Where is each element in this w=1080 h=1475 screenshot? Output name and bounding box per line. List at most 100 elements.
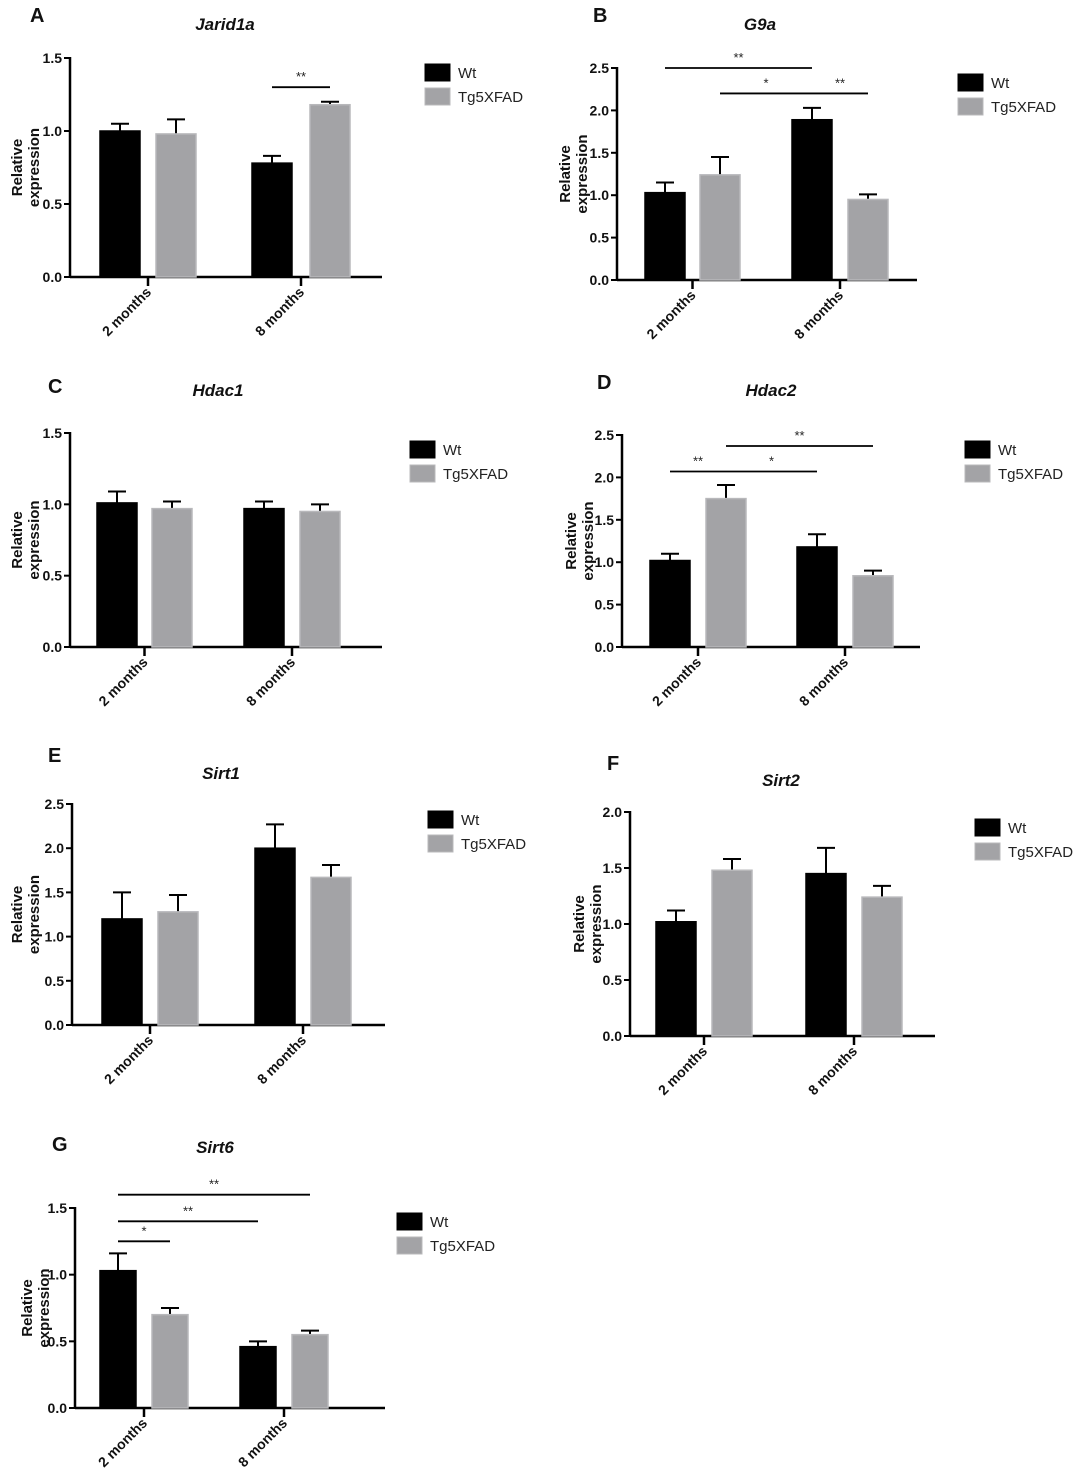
y-tick-label: 2.5	[590, 60, 610, 76]
y-tick-label: 2.5	[45, 796, 65, 812]
bar-tg5xfad-8-months	[861, 896, 903, 1037]
significance-label: **	[209, 1177, 219, 1192]
bar-wt-8-months	[805, 872, 847, 1037]
bar-wt-8-months	[254, 847, 296, 1026]
bar-tg5xfad-8-months	[847, 198, 889, 281]
x-tick-label: 2 months	[95, 654, 150, 709]
y-tick-label: 0.5	[45, 973, 65, 989]
panel-letter: G	[52, 1134, 68, 1156]
significance-label: **	[296, 69, 306, 84]
bar-wt-8-months	[243, 507, 285, 648]
legend-swatch-wt	[964, 440, 991, 459]
bar-wt-2-months	[96, 502, 138, 648]
y-tick-label: 1.5	[48, 1200, 68, 1216]
y-tick-label: 0.0	[590, 272, 610, 288]
bar-tg5xfad-8-months	[299, 510, 341, 648]
y-tick-label: 2.0	[603, 804, 623, 820]
bar-tg5xfad-2-months	[151, 507, 193, 648]
y-tick-label: 2.0	[590, 102, 610, 118]
bar-tg5xfad-8-months	[310, 876, 352, 1026]
panel-letter: B	[593, 5, 607, 27]
legend-label-wt: Wt	[998, 442, 1017, 459]
y-axis-label-line: Relative	[19, 1279, 36, 1337]
legend-swatch-wt	[957, 73, 984, 92]
x-tick-label: 8 months	[796, 654, 851, 709]
y-tick-label: 1.0	[43, 496, 63, 512]
panel-c: C Hdac1 Relativeexpression 0.0 0.5 1.0 1.5 2 mo…	[9, 376, 508, 709]
legend-swatch-tg5xfad	[424, 87, 451, 106]
y-axis-label: Relativeexpression	[9, 875, 43, 954]
y-axis-label: Relativeexpression	[9, 128, 43, 207]
bar-wt-2-months	[649, 559, 691, 648]
legend-label-tg5xfad: Tg5XFAD	[991, 99, 1056, 116]
y-axis-label-line: expression	[26, 128, 43, 207]
significance-label: *	[141, 1223, 146, 1238]
panel-f: F Sirt2 Relativeexpression 0.0 0.5 1.0 1.5 2.0 2…	[571, 753, 1073, 1098]
legend-swatch-tg5xfad	[957, 97, 984, 116]
y-tick-label: 1.5	[45, 884, 65, 900]
y-tick-label: 1.0	[603, 916, 623, 932]
y-tick-label: 0.0	[603, 1028, 623, 1044]
y-tick-label: 0.5	[43, 196, 63, 212]
legend-swatch-tg5xfad	[974, 842, 1001, 861]
y-tick-label: 0.0	[43, 269, 63, 285]
bar-tg5xfad-8-months	[291, 1333, 329, 1409]
y-tick-label: 0.5	[603, 972, 623, 988]
y-tick-label: 2.0	[45, 840, 65, 856]
bar-tg5xfad-2-months	[711, 869, 753, 1037]
significance-label: **	[794, 428, 804, 443]
bar-wt-2-months	[644, 191, 686, 281]
legend-label-tg5xfad: Tg5XFAD	[1008, 844, 1073, 861]
y-tick-label: 1.0	[45, 929, 65, 945]
y-tick-label: 0.0	[45, 1017, 65, 1033]
y-tick-label: 0.5	[590, 230, 610, 246]
y-axis-label-line: Relative	[557, 145, 574, 203]
y-axis-label-line: Relative	[9, 511, 26, 569]
panel-letter: C	[48, 376, 62, 398]
panel-a: A Jarid1a Relativeexpression 0.0 0.5 1.0 1.5 2 …	[9, 5, 523, 339]
y-axis-label: Relativeexpression	[557, 134, 591, 213]
y-tick-label: 0.5	[43, 568, 63, 584]
legend-label-tg5xfad: Tg5XFAD	[430, 1238, 495, 1255]
significance-label: *	[769, 453, 774, 468]
panel-letter: D	[597, 372, 611, 394]
legend-swatch-wt	[427, 810, 454, 829]
chart-title: Hdac1	[192, 381, 243, 400]
y-axis-label-line: Relative	[9, 886, 26, 944]
significance-label: **	[733, 50, 743, 65]
panel-b: B G9a Relativeexpression 0.0 0.5 1.0 1.5 2.0 2.5…	[557, 5, 1056, 342]
bar-tg5xfad-8-months	[309, 103, 351, 278]
x-tick-label: 2 months	[649, 654, 704, 709]
legend-swatch-wt	[409, 440, 436, 459]
bar-tg5xfad-2-months	[155, 133, 197, 278]
legend-swatch-tg5xfad	[409, 464, 436, 483]
y-axis-label-line: Relative	[563, 512, 580, 570]
y-axis-label-line: expression	[36, 1268, 53, 1347]
y-tick-label: 1.0	[590, 187, 610, 203]
legend-label-wt: Wt	[991, 75, 1010, 92]
y-tick-label: 1.0	[48, 1267, 68, 1283]
y-tick-label: 0.5	[48, 1333, 68, 1349]
y-axis-label: Relativeexpression	[19, 1268, 53, 1347]
legend-label-tg5xfad: Tg5XFAD	[461, 836, 526, 853]
y-axis-label-line: expression	[574, 134, 591, 213]
legend-label-wt: Wt	[430, 1214, 449, 1231]
y-tick-label: 2.5	[595, 427, 615, 443]
y-axis-label-line: expression	[580, 501, 597, 580]
x-tick-label: 2 months	[99, 284, 154, 339]
y-axis-label-line: Relative	[9, 139, 26, 197]
y-tick-label: 0.0	[48, 1400, 68, 1416]
y-tick-label: 1.0	[43, 123, 63, 139]
y-axis-label: Relativeexpression	[571, 884, 605, 963]
bar-tg5xfad-2-months	[699, 174, 741, 281]
x-tick-label: 2 months	[655, 1043, 710, 1098]
y-tick-label: 1.5	[43, 425, 63, 441]
bar-tg5xfad-2-months	[157, 911, 199, 1026]
panel-letter: A	[30, 5, 44, 27]
x-tick-label: 8 months	[252, 284, 307, 339]
panel-letter: F	[607, 753, 619, 775]
bar-tg5xfad-8-months	[852, 575, 894, 648]
bar-wt-2-months	[99, 1269, 137, 1409]
y-tick-label: 0.0	[595, 639, 615, 655]
y-tick-label: 1.5	[603, 860, 623, 876]
